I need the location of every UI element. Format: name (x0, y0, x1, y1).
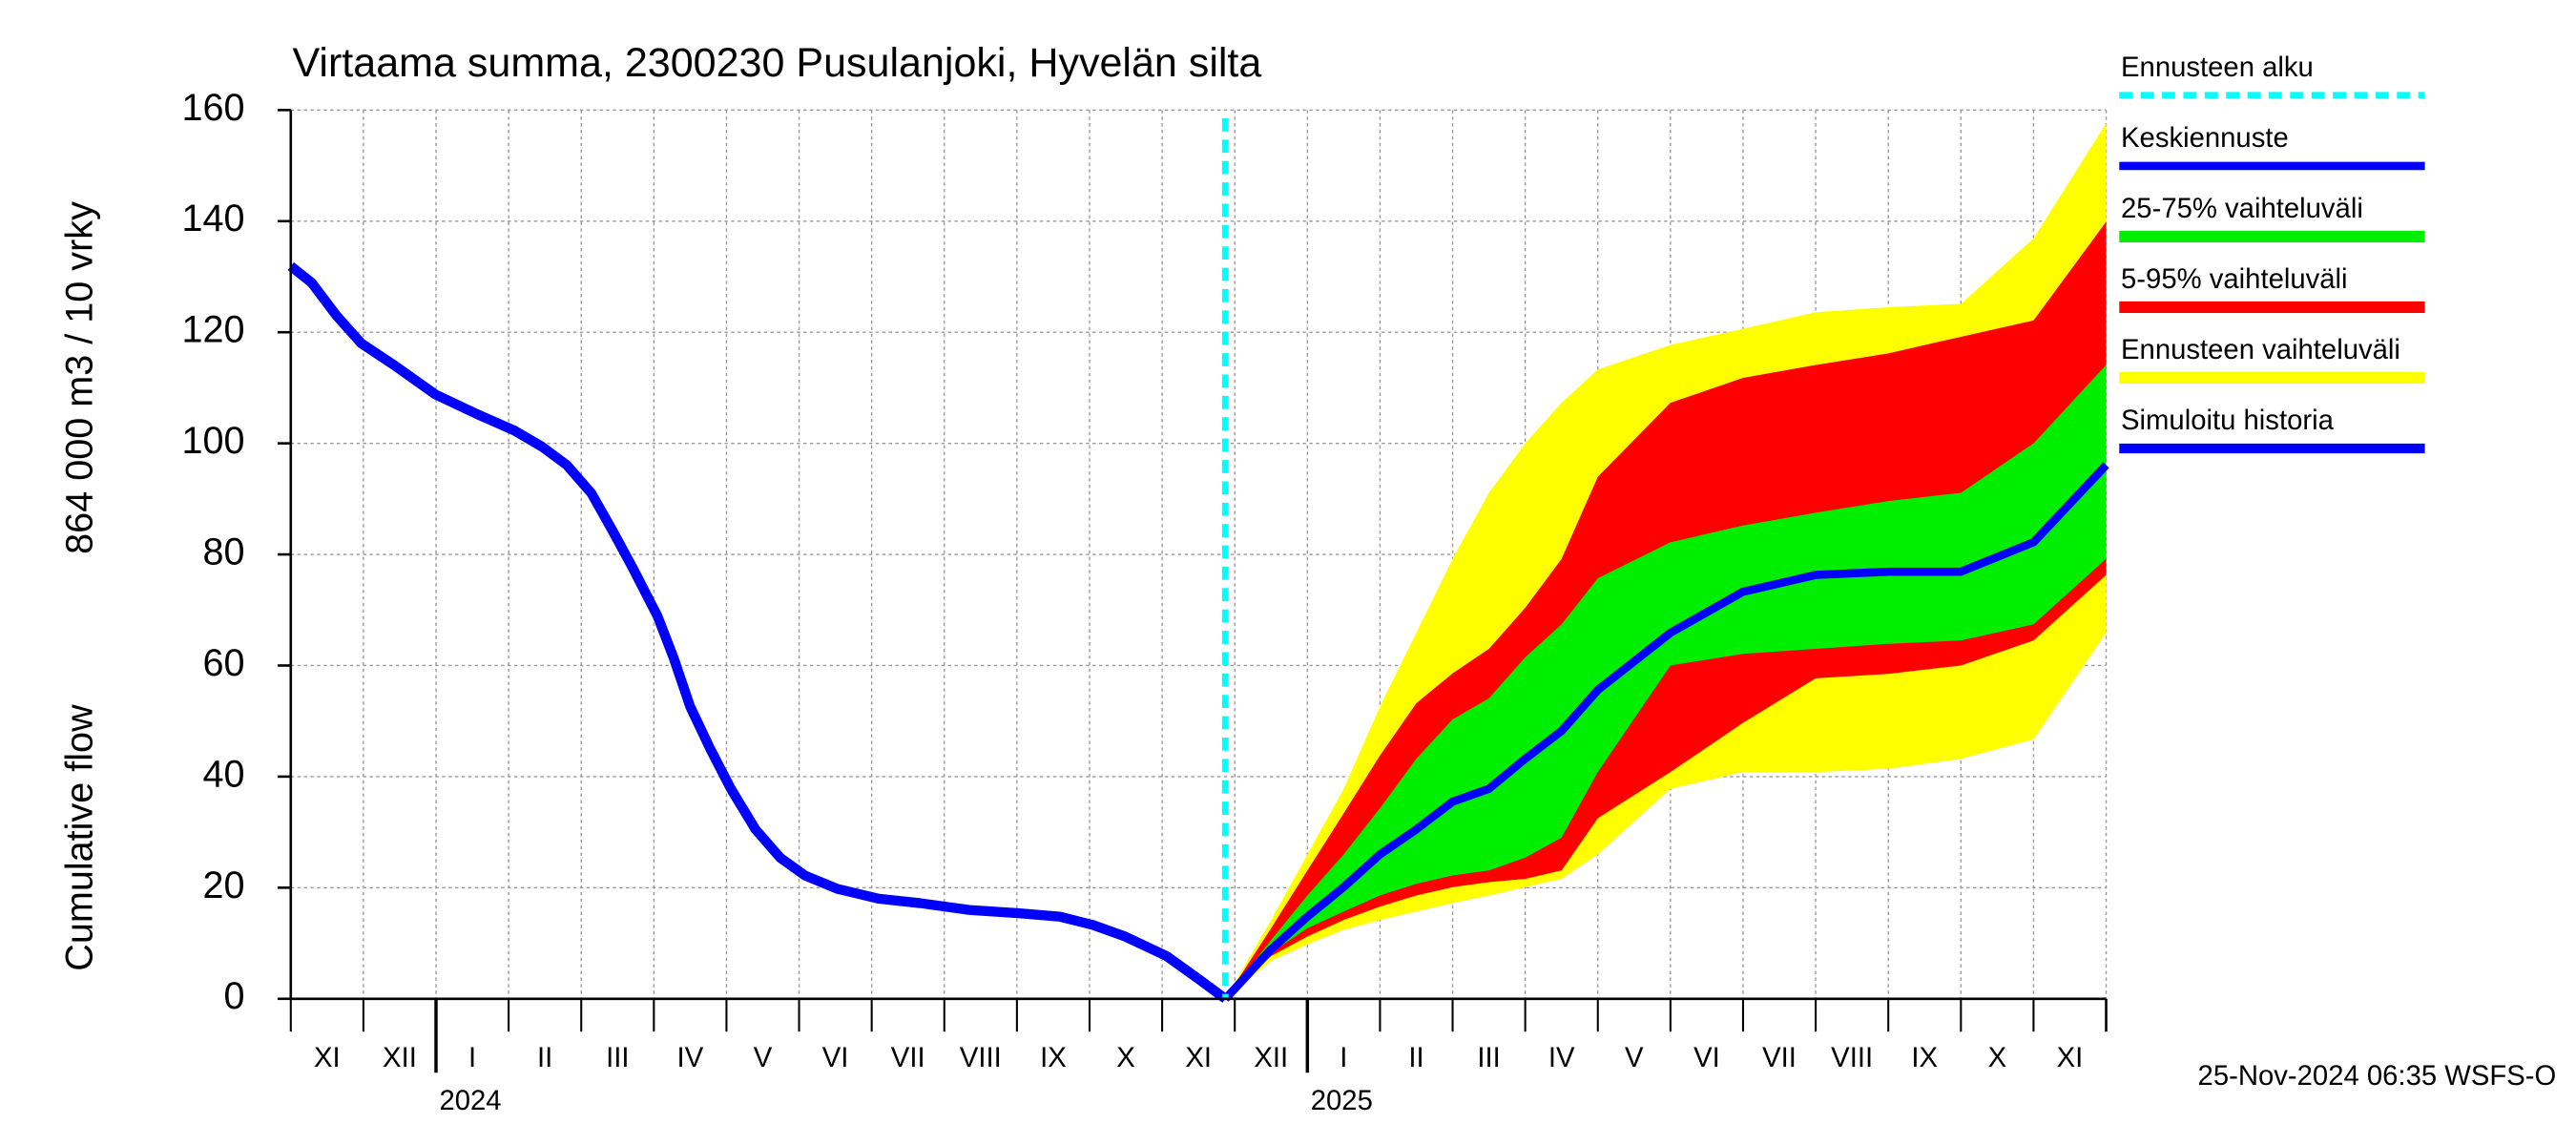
x-tick-label: II (537, 1043, 552, 1073)
x-tick-label: VII (891, 1043, 925, 1073)
x-tick-label: III (1477, 1043, 1500, 1073)
x-tick-label: I (468, 1043, 476, 1073)
y-tick-label: 0 (224, 975, 245, 1017)
year-label: 2024 (439, 1086, 501, 1116)
footer: 25-Nov-2024 06:35 WSFS-O (2198, 1061, 2557, 1092)
legend-label: Simuloitu historia (2121, 406, 2335, 436)
history-line (287, 261, 1229, 1003)
year-label: 2025 (1311, 1086, 1373, 1116)
y-tick-label: 80 (203, 531, 245, 573)
x-tick-label: XII (383, 1043, 417, 1073)
x-tick-label: IX (1911, 1043, 1938, 1073)
y-tick-label: 60 (203, 642, 245, 684)
x-tick-label: I (1340, 1043, 1347, 1073)
y-tick-label: 40 (203, 753, 245, 795)
x-tick-label: VII (1762, 1043, 1797, 1073)
legend-label: Ennusteen vaihteluväli (2121, 335, 2400, 365)
x-tick-label: VIII (1831, 1043, 1873, 1073)
band-area (1225, 364, 2107, 999)
x-tick-label: X (1988, 1043, 2007, 1073)
x-tick-label: XII (1254, 1043, 1288, 1073)
x-tick-label: IV (1548, 1043, 1575, 1073)
x-tick-label: V (754, 1043, 773, 1073)
x-tick-label: VIII (960, 1043, 1002, 1073)
x-tick-label: IV (677, 1043, 704, 1073)
legend-label: 5-95% vaihteluväli (2121, 264, 2348, 295)
x-tick-label: VI (822, 1043, 849, 1073)
y-tick-label: 120 (182, 309, 245, 351)
x-tick-label: IX (1040, 1043, 1067, 1073)
y-tick-label: 100 (182, 420, 245, 462)
x-tick-label: XI (1185, 1043, 1212, 1073)
mean-line (1222, 462, 2109, 1002)
y-tick-label: 20 (203, 864, 245, 906)
x-tick-label: III (606, 1043, 629, 1073)
legend-label: 25-75% vaihteluväli (2121, 194, 2363, 224)
x-tick-label: XI (2057, 1043, 2084, 1073)
y-tick-label: 160 (182, 87, 245, 129)
y-axis-label: 864 000 m3 / 10 vrky (59, 201, 101, 554)
y-axis-label: Cumulative flow (59, 704, 101, 971)
y-tick-label: 140 (182, 198, 245, 239)
legend-label: Ennusteen alku (2121, 52, 2314, 83)
x-tick-label: XI (314, 1043, 341, 1073)
legend-label: Keskiennuste (2121, 123, 2289, 154)
chart-title: Virtaama summa, 2300230 Pusulanjoki, Hyv… (293, 40, 1262, 86)
x-tick-label: VI (1693, 1043, 1720, 1073)
x-tick-label: X (1116, 1043, 1135, 1073)
x-tick-label: V (1625, 1043, 1644, 1073)
x-tick-label: II (1408, 1043, 1423, 1073)
